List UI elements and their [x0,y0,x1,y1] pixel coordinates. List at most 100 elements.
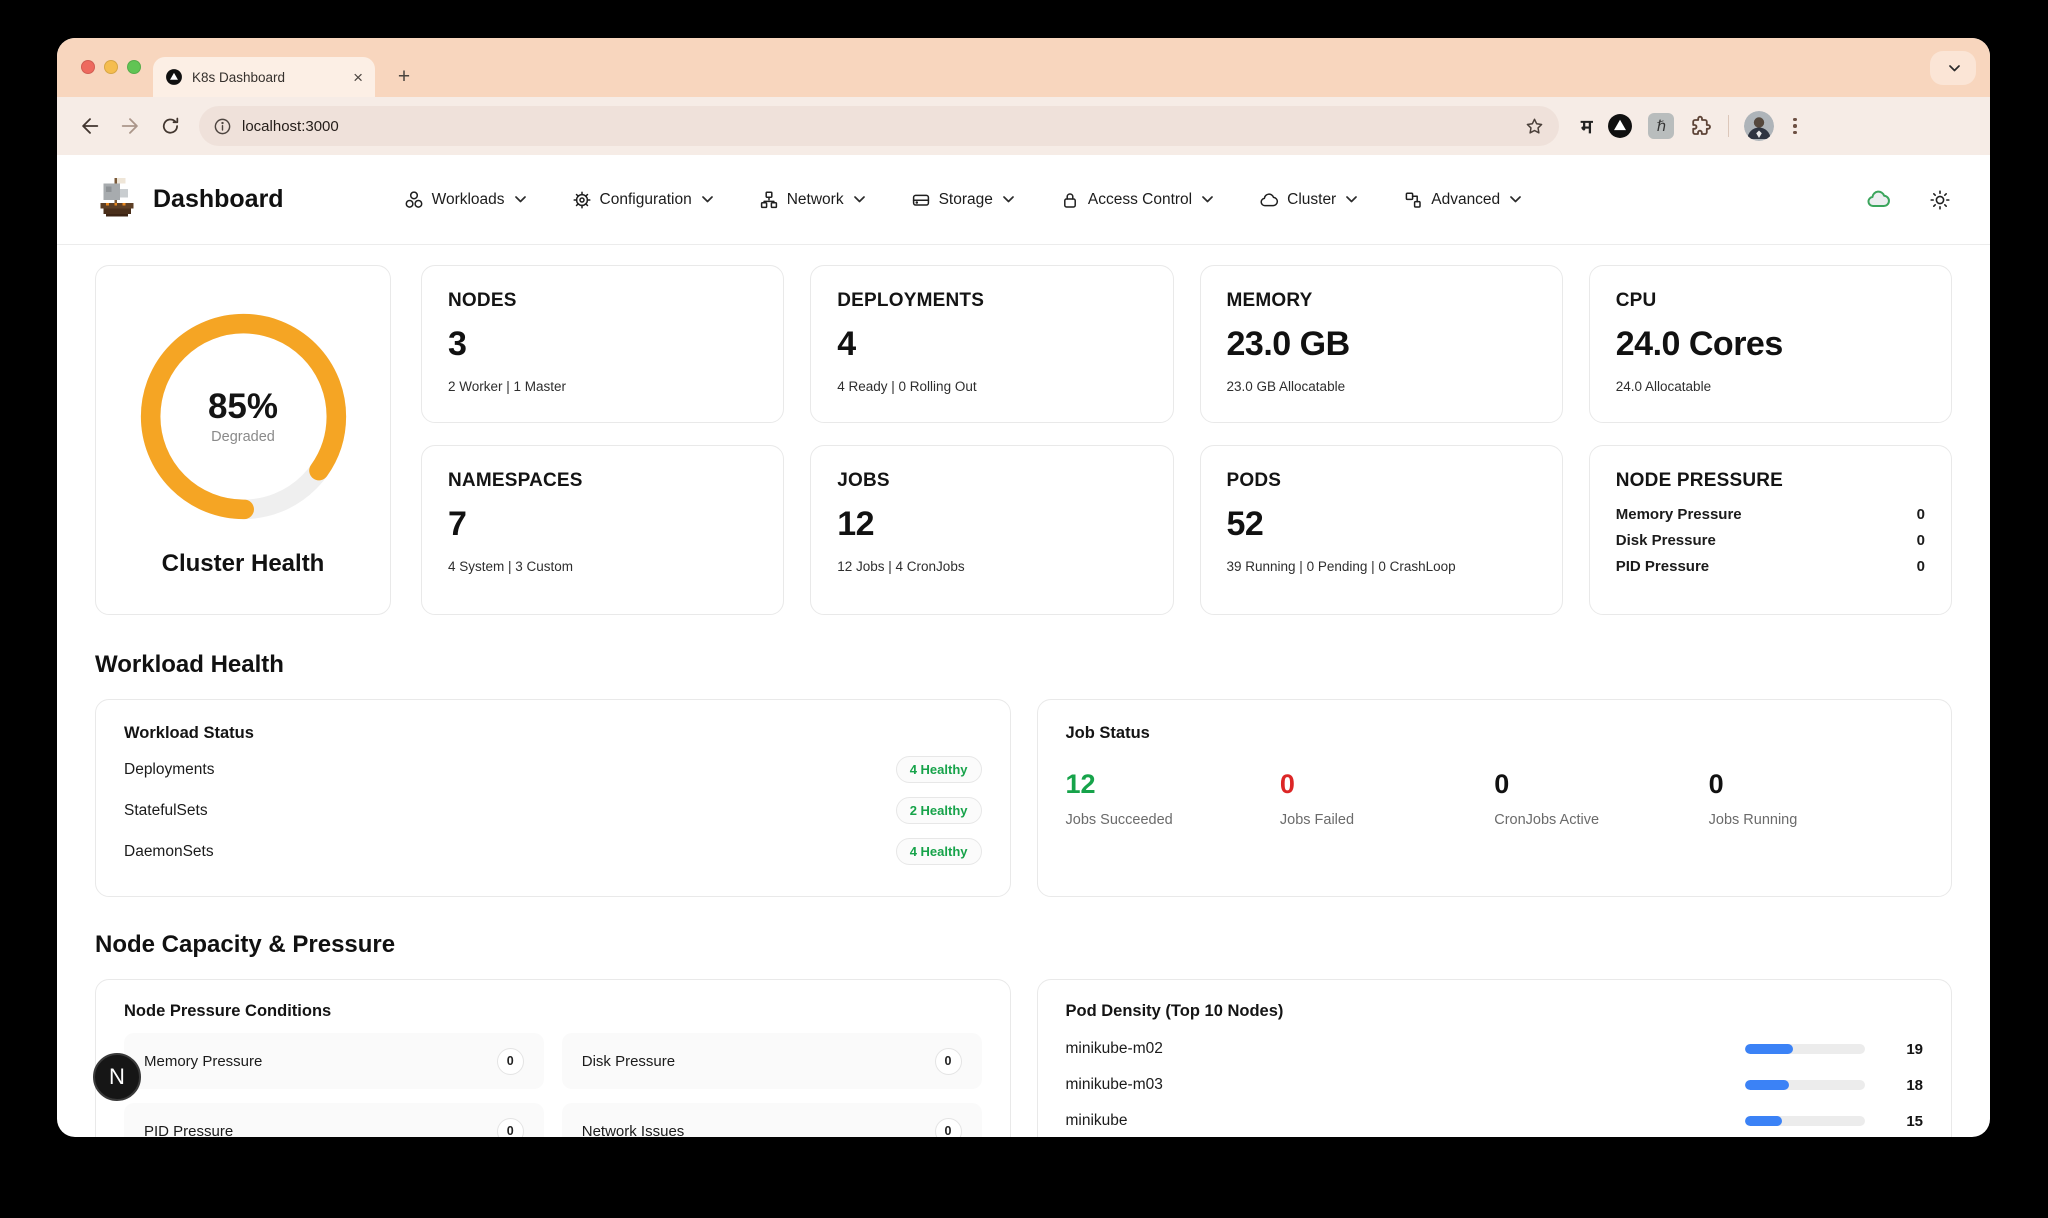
cluster-health-ring [140,313,346,519]
tile-count-badge: 0 [934,1117,962,1137]
chevron-down-icon [1346,196,1358,203]
workload-row-daemonsets: DaemonSets 4 Healthy [124,831,982,872]
pod-count: 19 [1906,1040,1923,1058]
nav-workloads[interactable]: Workloads [404,190,526,210]
nav-label: Configuration [599,190,692,208]
reload-button[interactable] [153,109,187,143]
node-name: minikube-m02 [1065,1040,1163,1057]
workloads-icon [405,190,423,208]
stat-card-nodes: NODES 3 2 Worker | 1 Master [421,265,785,423]
stat-card-node-pressure: NODE PRESSURE Memory Pressure 0 Disk Pres… [1588,445,1952,615]
reload-icon [162,117,178,134]
stat-value: 3 [448,325,467,363]
stat-sub: 4 Ready | 0 Rolling Out [837,379,977,394]
pod-density-row: minikube-m02 19 [1066,1031,1924,1067]
browser-window: K8s Dashboard × + localhost:3000 म ℏ [57,38,1990,1137]
nav-label: Storage [938,190,993,208]
stat-card-cpu: CPU 24.0 Cores 24.0 Allocatable [1588,265,1952,423]
main-nav: Workloads Configuration Network Storage [404,190,1522,210]
extension-triangle-icon[interactable] [1607,113,1633,139]
node-pressure-conditions-card: Node Pressure Conditions Memory Pressure… [95,979,1011,1137]
np-value: 0 [1916,558,1925,575]
back-button[interactable] [73,109,107,143]
extension-devanagari-icon[interactable]: म [1581,117,1593,138]
chevron-down-icon [853,196,865,203]
nav-access-control[interactable]: Access Control [1060,190,1213,210]
pod-density-row: minikube-m03 18 [1066,1067,1924,1103]
profile-avatar[interactable] [1744,111,1775,141]
extensions-puzzle-icon[interactable] [1689,114,1713,138]
healthy-badge: 4 Healthy [895,756,982,783]
nextjs-dev-badge[interactable]: N [93,1053,141,1101]
browser-tab[interactable]: K8s Dashboard × [153,57,375,97]
job-stat-value: 0 [1279,769,1295,799]
stat-card-memory: MEMORY 23.0 GB 23.0 GB Allocatable [1199,265,1563,423]
network-hierarchy-icon [760,190,777,208]
job-stat-label: CronJobs Active [1494,812,1600,828]
forward-button[interactable] [113,109,147,143]
job-stat-label: Jobs Succeeded [1065,812,1173,828]
pressure-tile-pid: PID Pressure 0 [124,1103,544,1137]
close-window-button[interactable] [81,60,95,74]
job-stat: 0 CronJobs Active [1494,769,1708,828]
site-info-icon[interactable] [213,117,232,136]
node-name: minikube-m03 [1065,1076,1163,1093]
extension-hbar-icon[interactable]: ℏ [1648,113,1675,139]
job-stat-label: Jobs Running [1708,812,1798,828]
browser-toolbar: localhost:3000 म ℏ [57,97,1990,155]
nav-label: Cluster [1287,190,1337,208]
healthy-badge: 2 Healthy [895,797,982,824]
chevron-down-icon [1948,64,1960,71]
theme-toggle-sun-icon[interactable] [1928,188,1952,212]
pressure-tile-memory: Memory Pressure 0 [124,1033,544,1089]
stat-title: PODS [1226,470,1282,491]
stat-title: DEPLOYMENTS [837,290,985,311]
nav-label: Workloads [431,190,505,208]
np-value: 0 [1916,506,1925,523]
cloud-icon [1260,192,1279,206]
nav-storage[interactable]: Storage [911,190,1014,210]
pod-density-bar [1745,1116,1865,1126]
job-stat: 0 Jobs Running [1709,769,1923,828]
cluster-health-card: 85% Degraded Cluster Health [95,265,391,615]
stat-sub: 23.0 GB Allocatable [1226,379,1346,394]
maximize-window-button[interactable] [127,60,141,74]
stat-card-pods: PODS 52 39 Running | 0 Pending | 0 Crash… [1199,445,1563,615]
lock-icon [1063,192,1076,208]
nav-network[interactable]: Network [759,190,865,210]
tab-strip: K8s Dashboard × + [57,38,1990,97]
tab-close-icon[interactable]: × [353,67,363,87]
tab-title: K8s Dashboard [192,69,286,85]
np-label: PID Pressure [1615,558,1710,575]
storage-drive-icon [912,194,929,206]
stat-title: JOBS [837,470,890,491]
browser-menu-button[interactable] [1789,114,1801,139]
stat-sub: 4 System | 3 Custom [448,559,574,574]
stat-title: MEMORY [1226,290,1313,311]
url-text[interactable]: localhost:3000 [242,117,339,135]
new-tab-button[interactable]: + [397,65,411,88]
chevron-down-icon [1003,196,1014,203]
minimize-window-button[interactable] [104,60,118,74]
nav-cluster[interactable]: Cluster [1259,190,1358,210]
job-stat-value: 0 [1708,769,1724,799]
nav-configuration[interactable]: Configuration [572,190,713,210]
app-logo-ship-icon [100,177,134,216]
pressure-tile-disk: Disk Pressure 0 [561,1033,982,1089]
tile-count-badge: 0 [496,1117,524,1137]
node-pressure-row: PID Pressure 0 [1616,558,1925,575]
workload-label: StatefulSets [124,801,208,819]
tab-search-button[interactable] [1930,51,1976,85]
job-stat-value: 12 [1065,769,1096,799]
pod-count: 18 [1906,1076,1923,1094]
stat-sub: 39 Running | 0 Pending | 0 CrashLoop [1226,559,1456,574]
address-bar[interactable]: localhost:3000 [199,106,1559,146]
stat-card-jobs: JOBS 12 12 Jobs | 4 CronJobs [810,445,1174,615]
bookmark-star-icon[interactable] [1524,116,1545,137]
cluster-health-status: Degraded [211,429,275,445]
tile-label: PID Pressure [144,1122,234,1138]
panel-title: Job Status [1065,724,1150,742]
nav-advanced[interactable]: Advanced [1403,190,1522,210]
chevron-down-icon [701,196,713,203]
toolbar-divider [1728,115,1730,137]
